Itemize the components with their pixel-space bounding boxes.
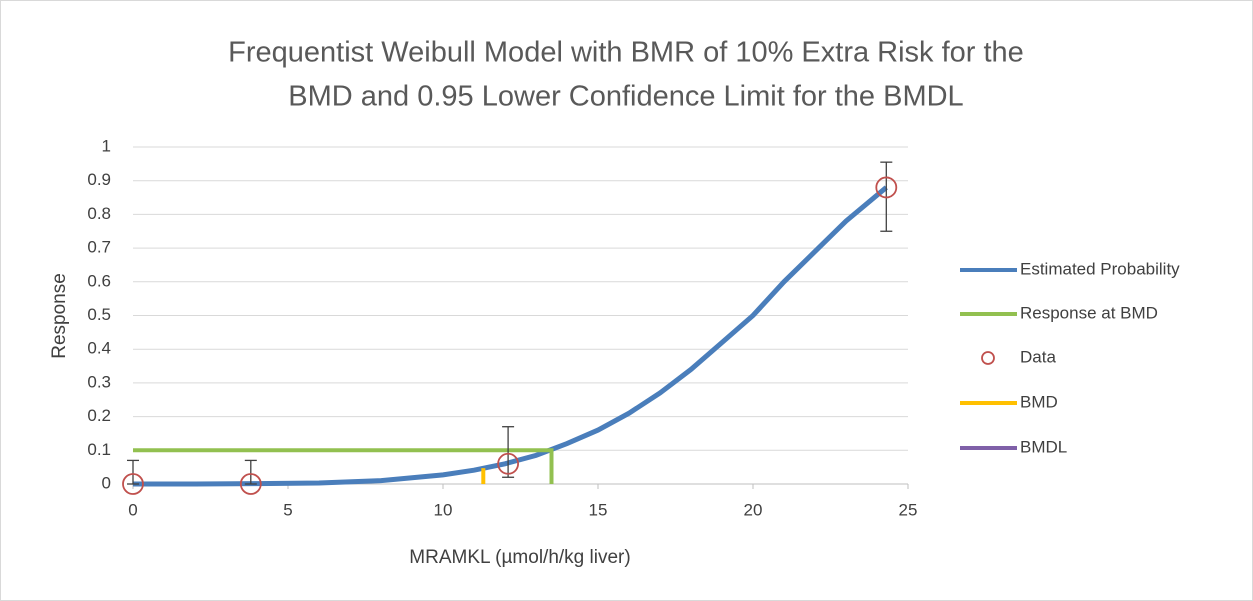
- data-point: [875, 176, 898, 199]
- legend-label: BMD: [1020, 392, 1058, 411]
- chart-title: BMD and 0.95 Lower Confidence Limit for …: [288, 81, 963, 113]
- series-line: [133, 448, 554, 484]
- y-tick-label: 0.1: [87, 440, 111, 459]
- x-axis-label: MRAMKL (µmol/h/kg liver): [409, 547, 630, 568]
- y-tick-label: 0.6: [87, 271, 111, 290]
- data-point: [122, 473, 144, 495]
- y-tick-label: 0.2: [87, 406, 111, 425]
- y-axis-label: Response: [49, 273, 70, 359]
- x-tick-label: 5: [283, 500, 292, 519]
- y-tick-label: 0.9: [87, 170, 111, 189]
- y-tick-label: 0.5: [87, 305, 111, 324]
- data-point: [239, 473, 262, 495]
- legend-label: Estimated Probability: [1020, 259, 1180, 278]
- x-tick-label: 15: [589, 500, 608, 519]
- data-point: [497, 452, 520, 475]
- legend-label: BMDL: [1020, 437, 1067, 456]
- y-tick-label: 0.8: [87, 204, 111, 223]
- x-tick-label: 10: [434, 500, 453, 519]
- y-tick-label: 0.7: [87, 238, 111, 257]
- y-tick-label: 0.4: [87, 339, 111, 358]
- y-tick-label: 0: [102, 473, 111, 492]
- x-tick-label: 20: [744, 500, 763, 519]
- series-line: [133, 185, 888, 487]
- x-tick-label: 25: [899, 500, 918, 519]
- legend-label: Data: [1020, 347, 1056, 366]
- legend-swatch: [981, 351, 995, 365]
- y-tick-label: 0.3: [87, 372, 111, 391]
- y-tick-label: 1: [102, 136, 111, 155]
- chart-title: Frequentist Weibull Model with BMR of 10…: [228, 37, 1024, 69]
- legend-label: Response at BMD: [1020, 303, 1158, 322]
- x-tick-label: 0: [128, 500, 137, 519]
